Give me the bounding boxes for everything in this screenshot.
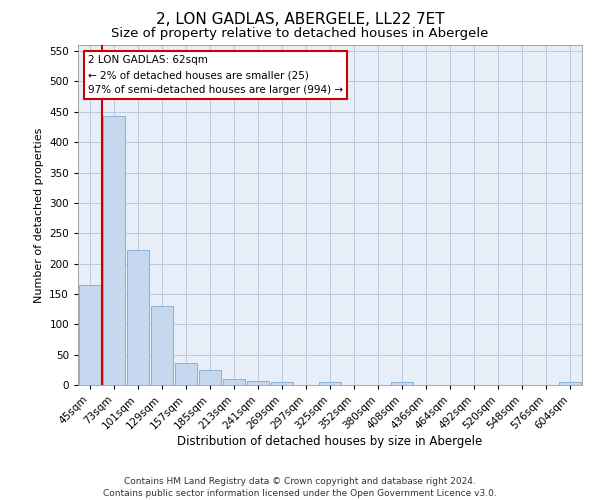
Bar: [319, 382, 341, 385]
Text: Size of property relative to detached houses in Abergele: Size of property relative to detached ho…: [112, 28, 488, 40]
Bar: [199, 370, 221, 385]
Bar: [223, 379, 245, 385]
Bar: [175, 362, 197, 385]
Text: 2 LON GADLAS: 62sqm
← 2% of detached houses are smaller (25)
97% of semi-detache: 2 LON GADLAS: 62sqm ← 2% of detached hou…: [88, 55, 343, 95]
Bar: [151, 306, 173, 385]
Text: Contains HM Land Registry data © Crown copyright and database right 2024.
Contai: Contains HM Land Registry data © Crown c…: [103, 476, 497, 498]
Bar: [271, 382, 293, 385]
Y-axis label: Number of detached properties: Number of detached properties: [34, 128, 44, 302]
Bar: [391, 382, 413, 385]
Text: 2, LON GADLAS, ABERGELE, LL22 7ET: 2, LON GADLAS, ABERGELE, LL22 7ET: [155, 12, 445, 28]
Bar: [103, 116, 125, 385]
Bar: [79, 285, 101, 385]
Bar: [559, 382, 581, 385]
Bar: [247, 382, 269, 385]
Bar: [127, 250, 149, 385]
X-axis label: Distribution of detached houses by size in Abergele: Distribution of detached houses by size …: [178, 435, 482, 448]
